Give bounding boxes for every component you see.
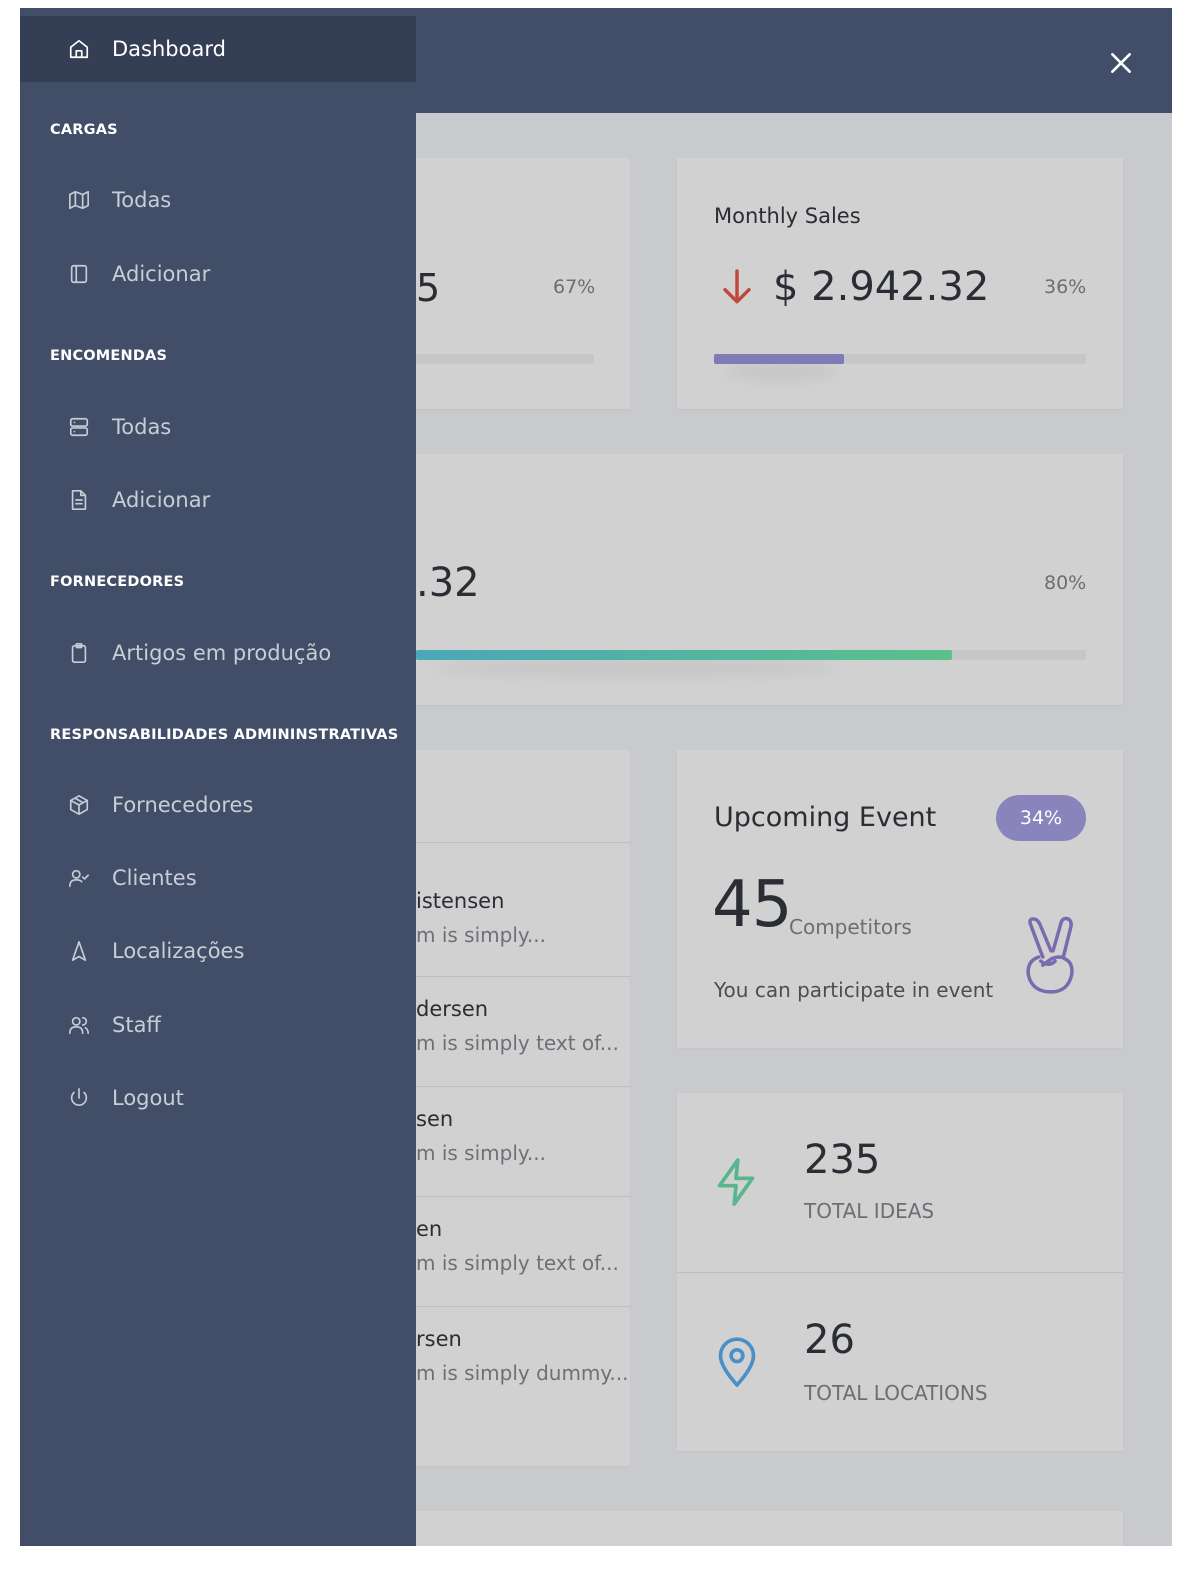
locations-label: TOTAL LOCATIONS (804, 1381, 988, 1405)
power-icon (67, 1086, 91, 1110)
navigation-icon (67, 939, 91, 963)
stat-card: 5 67% (416, 158, 630, 409)
stat-value: 5 (416, 266, 441, 310)
event-text: You can participate in event (714, 978, 994, 1002)
list-item-name: dersen (416, 997, 489, 1021)
sidebar-item-clientes[interactable]: Clientes (20, 853, 416, 903)
section-heading-encomendas: ENCOMENDAS (50, 348, 168, 364)
sidebar-item-logout[interactable]: Logout (20, 1073, 416, 1123)
totals-card: 235 TOTAL IDEAS 26 TOTAL LOCATIONS (677, 1093, 1123, 1451)
list-item[interactable]: en m is simply text of... (416, 1196, 630, 1306)
list-item-name: sen (416, 1107, 454, 1131)
sidebar-item-encomendas-adicionar[interactable]: Adicionar (20, 475, 416, 525)
sales-value: $ 2.942.32 (773, 264, 990, 310)
monthly-sales-card: Monthly Sales $ 2.942.32 36% (677, 158, 1123, 409)
users-icon (67, 1013, 91, 1037)
list-item-name: en (416, 1217, 443, 1241)
sidebar-item-label: Logout (112, 1086, 184, 1110)
section-heading-responsabilidades: RESPONSABILIDADES ADMININSTRATIVAS (50, 727, 399, 743)
list-item[interactable]: rsen m is simply dummy... (416, 1306, 630, 1416)
sidebar-item-label: Dashboard (112, 37, 226, 61)
sidebar-item-staff[interactable]: Staff (20, 1000, 416, 1050)
sidebar-item-cargas-todas[interactable]: Todas (20, 175, 416, 225)
home-icon (67, 37, 91, 61)
list-item-desc: m is simply text of... (416, 1031, 619, 1055)
sales-progress (714, 354, 1086, 364)
sidebar-panel-icon (67, 262, 91, 286)
sidebar-item-label: Todas (112, 415, 172, 439)
card-title: Monthly Sales (714, 204, 861, 228)
list-card (416, 750, 630, 1466)
box-icon (67, 793, 91, 817)
event-badge: 34% (996, 795, 1086, 841)
sidebar-item-label: Staff (112, 1013, 161, 1037)
progress-track (416, 354, 594, 364)
sidebar-item-localizacoes[interactable]: Localizações (20, 926, 416, 976)
list-item-desc: m is simply... (416, 1141, 546, 1165)
event-unit: Competitors (789, 915, 912, 939)
sidebar-item-label: Adicionar (112, 262, 211, 286)
map-pin-icon (715, 1337, 759, 1389)
sidebar-item-fornecedores[interactable]: Fornecedores (20, 780, 416, 830)
peace-hand-icon (1020, 916, 1082, 996)
wide-percent: 80% (1044, 572, 1087, 594)
map-icon (67, 188, 91, 212)
upcoming-event-card: Upcoming Event 34% 45 Competitors You ca… (677, 750, 1123, 1048)
list-item[interactable]: sen m is simply... (416, 1086, 630, 1196)
event-number: 45 (712, 868, 792, 942)
arrow-down-icon (721, 268, 753, 306)
sidebar-item-label: Adicionar (112, 488, 211, 512)
list-item-desc: m is simply text of... (416, 1251, 619, 1275)
section-heading-cargas: CARGAS (50, 122, 118, 138)
ideas-number: 235 (804, 1137, 881, 1183)
section-heading-fornecedores: FORNECEDORES (50, 574, 185, 590)
sidebar-active-bg (20, 16, 416, 82)
document-icon (67, 488, 91, 512)
sidebar-item-label: Clientes (112, 866, 197, 890)
user-check-icon (67, 866, 91, 890)
app-frame: 5 67% Monthly Sales $ 2.942.32 36% .32 8… (20, 8, 1172, 1546)
lightning-icon (714, 1158, 758, 1206)
close-icon[interactable] (1108, 50, 1134, 76)
sidebar-item-label: Fornecedores (112, 793, 254, 817)
sidebar-item-label: Localizações (112, 939, 245, 963)
sidebar-item-dashboard[interactable]: Dashboard (20, 24, 416, 74)
sidebar-item-encomendas-todas[interactable]: Todas (20, 402, 416, 452)
event-title: Upcoming Event (714, 802, 937, 833)
list-item-desc: m is simply... (416, 923, 546, 947)
list-item-name: istensen (416, 889, 505, 913)
list-item-name: rsen (416, 1327, 462, 1351)
sidebar-item-artigos[interactable]: Artigos em produção (20, 628, 416, 678)
ideas-label: TOTAL IDEAS (804, 1199, 935, 1223)
divider (677, 1272, 1123, 1273)
wide-progress-fill (416, 650, 952, 660)
list-item[interactable]: dersen m is simply text of... (416, 976, 630, 1086)
sidebar-item-cargas-adicionar[interactable]: Adicionar (20, 249, 416, 299)
list-item-desc: m is simply dummy... (416, 1361, 629, 1385)
wide-progress (416, 650, 1086, 660)
wide-stat-card: .32 80% (416, 454, 1123, 705)
stat-percent: 67% (553, 276, 596, 298)
sidebar-item-label: Todas (112, 188, 172, 212)
server-icon (67, 415, 91, 439)
sales-percent: 36% (1044, 276, 1087, 298)
wide-value: .32 (416, 560, 480, 606)
bottom-card (416, 1511, 1123, 1546)
sales-progress-fill (714, 354, 845, 364)
locations-number: 26 (804, 1317, 855, 1363)
list-item[interactable]: istensen m is simply... (416, 842, 630, 976)
sidebar: Dashboard CARGAS Todas Adicionar ENCOMEN… (20, 8, 416, 1546)
clipboard-icon (67, 641, 91, 665)
sidebar-item-label: Artigos em produção (112, 641, 332, 665)
